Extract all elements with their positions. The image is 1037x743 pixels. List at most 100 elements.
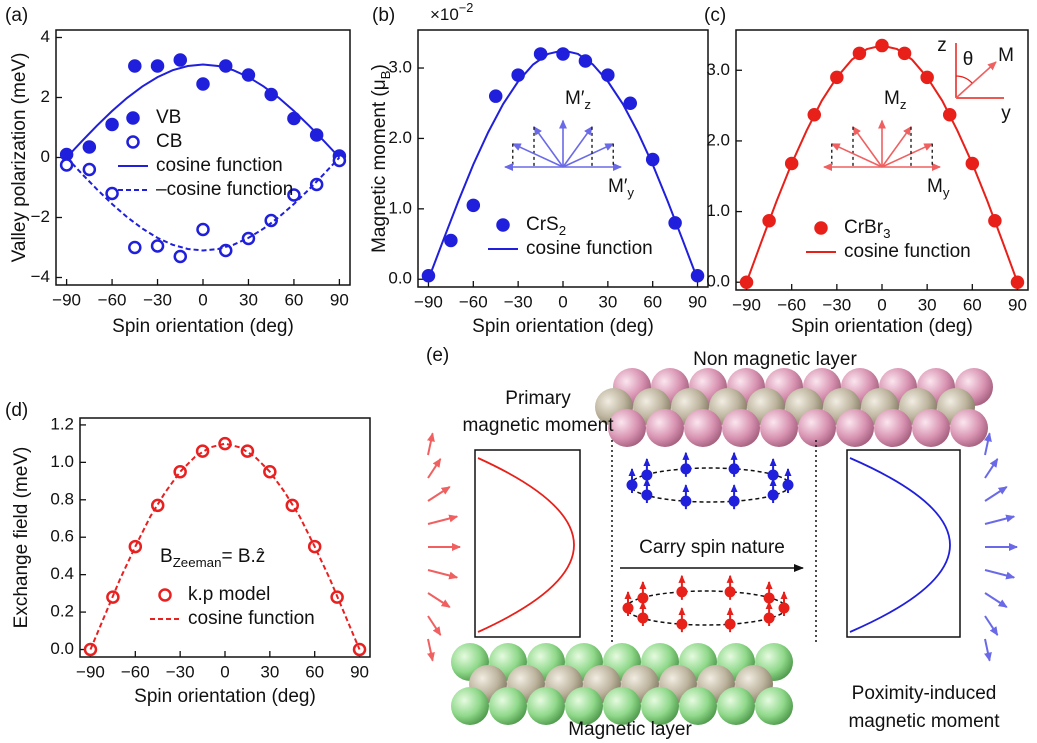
panel-label: (c) <box>704 5 726 26</box>
y-tick-label: 0.0 <box>388 269 412 288</box>
data-point <box>152 241 163 252</box>
moment-arrow <box>428 487 450 501</box>
x-tick-label: 60 <box>305 662 324 681</box>
spin-site <box>641 470 652 481</box>
annotation-part: = B.ẑ <box>221 546 265 567</box>
legend-label: cosine function <box>526 238 653 259</box>
moment-arrow <box>985 459 998 478</box>
coord-label: M <box>998 45 1014 66</box>
x-tick-label: −30 <box>166 662 195 681</box>
caption: magnetic moment <box>462 415 614 436</box>
atom <box>608 409 646 447</box>
spin-site <box>779 603 790 614</box>
legend-label: cosine function <box>844 241 971 262</box>
moment-arrow <box>985 593 1007 607</box>
x-tick-label: −30 <box>822 295 851 314</box>
x-axis-label: Spin orientation (deg) <box>472 316 654 337</box>
annotation: BZeeman= B.ẑ <box>160 546 265 570</box>
x-axis-label: Spin orientation (deg) <box>134 686 316 707</box>
x-tick-label: −90 <box>732 295 761 314</box>
inset-label-sub: y <box>627 185 634 200</box>
y-tick-label: 1.0 <box>706 201 730 220</box>
axis-multiplier-part: ×10 <box>430 5 459 24</box>
y-tick-label: 1.0 <box>50 452 74 471</box>
profile-curve <box>478 458 574 632</box>
data-point <box>445 235 456 246</box>
spin-site <box>729 463 740 474</box>
legend-label: –cosine function <box>156 179 293 200</box>
coord-label: y <box>1001 103 1011 124</box>
y-tick-label: 1.0 <box>388 198 412 217</box>
panel-label: (d) <box>5 400 28 421</box>
atom <box>912 409 950 447</box>
spin-site <box>680 463 691 474</box>
x-tick-label: 30 <box>598 292 617 311</box>
inset-label-part: M <box>884 88 900 109</box>
x-tick-label: −30 <box>504 292 533 311</box>
data-point <box>175 55 186 66</box>
legend-marker <box>128 113 139 124</box>
spin-site <box>764 593 775 604</box>
atom <box>489 687 527 725</box>
legend-marker <box>816 223 827 234</box>
y-tick-label: 4 <box>41 27 50 46</box>
x-tick-label: 0 <box>220 662 229 681</box>
y-tick-label: 2.0 <box>706 130 730 149</box>
x-tick-label: 90 <box>330 290 349 309</box>
x-tick-label: −30 <box>143 290 172 309</box>
y-tick-label: 3.0 <box>706 60 730 79</box>
y-tick-label: 0.0 <box>50 639 74 658</box>
moment-arrow <box>985 570 1014 578</box>
x-tick-label: −60 <box>777 295 806 314</box>
moment-arrow <box>428 516 457 524</box>
coord-label: z <box>937 35 947 56</box>
y-tick-label: 0.6 <box>50 527 74 546</box>
inset-label: M′y <box>608 176 634 200</box>
y-axis-label: Exchange field (meV) <box>11 447 32 629</box>
atom <box>684 409 722 447</box>
data-point <box>129 61 140 72</box>
inset-label-part: M <box>927 176 943 197</box>
inset-label-sub: z <box>900 97 907 112</box>
panel-label: (a) <box>5 5 28 26</box>
spin-site <box>725 619 736 630</box>
y-axis-label: Magnetic moment (μB) <box>369 64 393 253</box>
atom <box>717 687 755 725</box>
atom <box>798 409 836 447</box>
profile-box <box>847 450 960 637</box>
legend-marker <box>498 220 509 231</box>
inset-label-sub: z <box>584 97 591 112</box>
atom <box>755 687 793 725</box>
layer-label: Non magnetic layer <box>693 349 857 370</box>
y-tick-label: −4 <box>31 267 50 286</box>
x-tick-label: 0 <box>198 290 207 309</box>
atom <box>874 409 912 447</box>
inset-label-part: M′ <box>608 176 628 197</box>
data-point <box>107 119 118 130</box>
y-axis-label-part: ) <box>369 64 390 70</box>
y-tick-label: 2.0 <box>388 128 412 147</box>
spin-site <box>768 489 779 500</box>
atom <box>722 409 760 447</box>
profile-box <box>475 450 580 637</box>
atom <box>527 687 565 725</box>
spin-site <box>637 612 648 623</box>
atom <box>646 409 684 447</box>
y-axis-label-part: Magnetic moment (μ <box>369 79 390 253</box>
panel-label: (e) <box>426 345 449 366</box>
caption: Primary <box>505 388 571 409</box>
moment-arrow <box>985 639 990 661</box>
data-point <box>490 91 501 102</box>
spin-site <box>623 603 634 614</box>
data-point <box>129 242 140 253</box>
moment-arrow <box>428 459 441 478</box>
atom <box>760 409 798 447</box>
x-tick-label: 30 <box>260 662 279 681</box>
spin-ring <box>626 591 786 625</box>
spin-site <box>783 480 794 491</box>
axis-multiplier: ×10−2 <box>430 0 473 24</box>
moment-arrow <box>428 433 433 455</box>
data-point <box>107 188 118 199</box>
legend-label: k.p model <box>188 584 270 605</box>
moment-arrow <box>985 487 1007 501</box>
